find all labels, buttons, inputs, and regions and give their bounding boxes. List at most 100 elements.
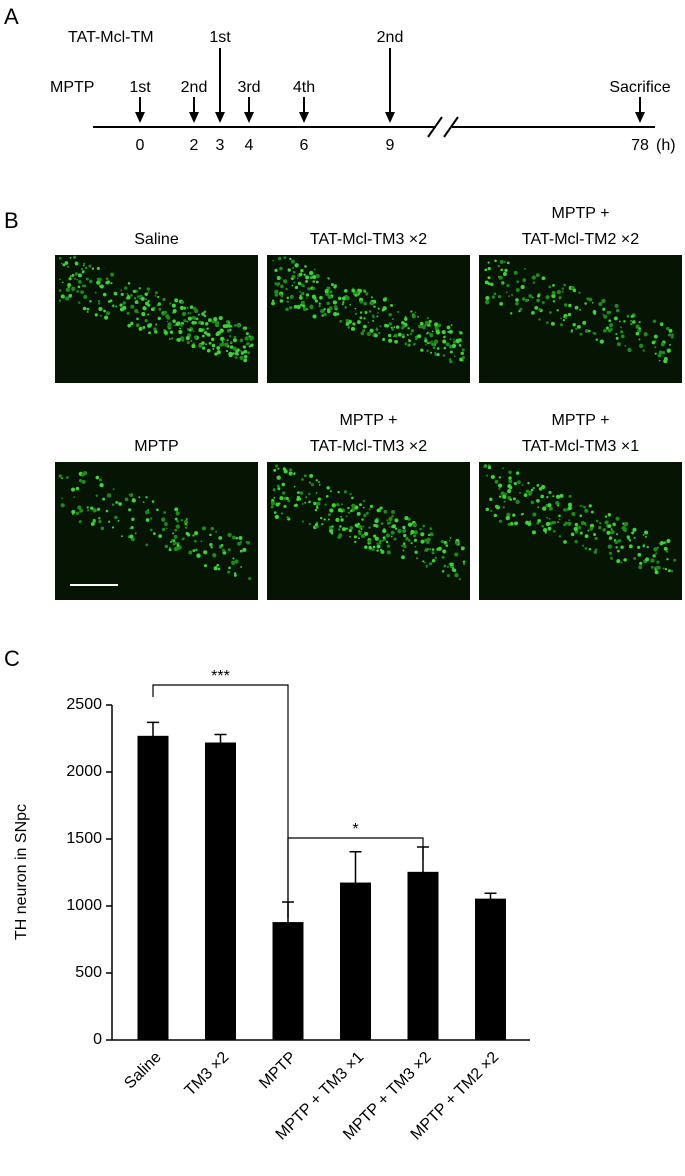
cell — [179, 336, 185, 341]
cell — [584, 508, 589, 513]
cell — [181, 300, 185, 304]
error-bar — [147, 721, 159, 750]
cell — [498, 275, 503, 280]
cell — [186, 341, 190, 345]
cell — [659, 540, 664, 545]
cell — [376, 542, 379, 545]
cell — [169, 330, 174, 334]
cell — [194, 531, 199, 536]
cell — [513, 482, 517, 486]
cell — [493, 292, 497, 296]
cell — [579, 504, 582, 507]
cell — [377, 312, 379, 314]
cell — [169, 302, 172, 305]
cell — [305, 293, 310, 297]
cell — [142, 326, 146, 329]
cell — [516, 280, 520, 284]
cell — [320, 516, 323, 520]
cell — [631, 531, 635, 535]
cell — [301, 503, 304, 505]
cell — [560, 323, 563, 327]
cell — [402, 549, 405, 552]
cell — [329, 290, 333, 294]
cell — [443, 346, 447, 350]
cell — [401, 335, 405, 339]
cell — [176, 543, 180, 547]
cell — [490, 282, 494, 287]
cell — [290, 259, 295, 264]
cell — [134, 300, 139, 305]
cell — [164, 544, 169, 549]
cell — [532, 281, 536, 284]
cell — [615, 308, 620, 313]
cell — [228, 324, 232, 328]
cell — [410, 533, 412, 535]
cell — [662, 567, 665, 570]
cell — [198, 327, 202, 332]
cell — [363, 301, 367, 306]
cell — [315, 492, 318, 494]
cell — [279, 496, 284, 501]
cell — [460, 546, 465, 551]
cell — [81, 473, 85, 477]
cell — [374, 518, 379, 524]
cell — [192, 330, 195, 333]
cell — [620, 334, 625, 339]
cell — [378, 539, 382, 543]
cell — [316, 505, 318, 508]
cell — [315, 479, 318, 482]
cell — [370, 296, 373, 299]
cell — [192, 342, 195, 345]
cell — [415, 557, 419, 560]
cell — [436, 352, 440, 357]
cell — [293, 485, 296, 488]
cell — [606, 530, 611, 535]
bar — [407, 871, 439, 1040]
cell — [631, 314, 634, 318]
cell — [335, 517, 340, 523]
cell — [277, 487, 281, 491]
cell — [168, 546, 171, 549]
cell — [508, 479, 513, 484]
cell — [153, 327, 157, 331]
cell — [145, 301, 149, 306]
cell — [448, 330, 451, 334]
cell — [528, 490, 533, 495]
error-bar — [484, 892, 497, 905]
cell — [382, 337, 386, 341]
cell — [410, 542, 413, 545]
cell — [371, 548, 375, 552]
cell — [333, 311, 338, 317]
cell — [250, 343, 254, 347]
cell — [638, 338, 641, 341]
y-tick-label: 0 — [93, 1031, 102, 1048]
cell — [424, 339, 428, 343]
cell — [632, 320, 636, 324]
cell — [643, 332, 648, 337]
cell — [154, 330, 158, 334]
cell — [355, 313, 357, 315]
cell — [356, 320, 361, 324]
cell — [610, 556, 613, 560]
cell — [282, 491, 286, 495]
cell — [205, 322, 209, 326]
cell — [541, 300, 545, 304]
cell — [626, 314, 630, 318]
cell — [191, 344, 196, 349]
cell — [279, 299, 284, 303]
cell — [486, 474, 489, 477]
cell — [349, 526, 354, 530]
arrow-head — [135, 112, 145, 123]
cell — [345, 322, 350, 326]
cell — [532, 487, 535, 490]
cell — [504, 492, 508, 496]
cell — [167, 324, 172, 329]
cell — [381, 539, 384, 542]
cell — [593, 550, 598, 554]
cell — [305, 275, 310, 280]
cell — [456, 339, 460, 344]
cell — [339, 525, 342, 528]
cell — [208, 341, 212, 345]
cell — [582, 505, 585, 508]
cell — [373, 305, 376, 308]
